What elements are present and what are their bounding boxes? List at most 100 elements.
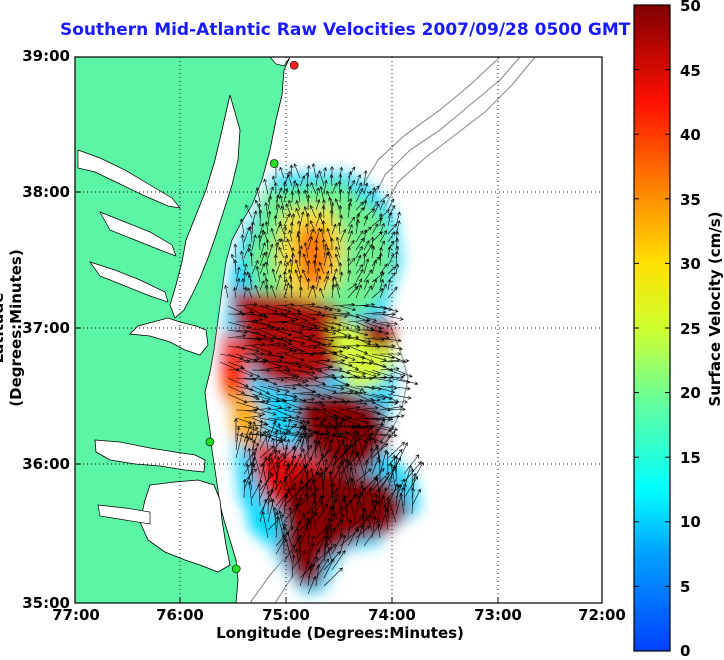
velocity-arrow xyxy=(411,487,415,515)
velocity-arrow xyxy=(311,478,317,499)
velocity-arrow xyxy=(339,305,357,312)
velocity-arrow xyxy=(363,243,373,259)
chesapeake-bay xyxy=(169,94,241,319)
velocity-arrow xyxy=(261,463,269,491)
velocity-arrow xyxy=(363,182,369,195)
velocity-arrow xyxy=(289,221,294,235)
velocity-arrow xyxy=(339,494,357,515)
velocity-arrow xyxy=(251,337,275,343)
velocity-arrow xyxy=(306,277,311,291)
velocity-arrow xyxy=(243,243,251,259)
velocity-arrow xyxy=(323,551,341,571)
velocity-arrow xyxy=(355,187,364,203)
velocity-arrow xyxy=(247,480,253,507)
velocity-arrow xyxy=(315,373,336,379)
velocity-arrow xyxy=(267,368,292,373)
velocity-arrow xyxy=(307,401,326,407)
velocity-arrow xyxy=(326,190,333,203)
velocity-arrow xyxy=(338,204,343,219)
velocity-arrow xyxy=(379,209,390,219)
velocity-arrow xyxy=(355,468,372,483)
velocity-arrow xyxy=(307,337,326,346)
velocity-arrow xyxy=(242,478,247,499)
velocity-arrow xyxy=(243,342,266,347)
velocity-arrow xyxy=(302,425,309,451)
velocity-arrow xyxy=(329,262,334,275)
velocity-arrow xyxy=(331,389,354,395)
velocity-arrow xyxy=(275,430,301,435)
velocity-arrow xyxy=(342,494,349,523)
velocity-arrow xyxy=(243,393,260,401)
rappahannock-river xyxy=(99,211,177,257)
velocity-arrow xyxy=(264,251,269,267)
velocity-arrow xyxy=(371,493,379,515)
velocity-arrow xyxy=(249,252,254,267)
velocity-arrow xyxy=(334,283,341,299)
velocity-arrow xyxy=(387,253,395,267)
velocity-arrow xyxy=(315,321,335,330)
velocity-arrow xyxy=(259,449,278,467)
velocity-arrow xyxy=(275,488,290,507)
velocity-arrow xyxy=(379,270,384,283)
velocity-arrow xyxy=(323,558,335,579)
velocity-arrow xyxy=(307,535,315,555)
velocity-arrow xyxy=(355,245,363,259)
velocity-arrow xyxy=(227,321,252,330)
velocity-arrow xyxy=(383,504,389,531)
velocity-arrow xyxy=(243,464,255,491)
y-tick-label: 35:00 xyxy=(22,594,70,612)
velocity-arrow xyxy=(299,488,319,507)
velocity-arrow xyxy=(379,230,387,243)
velocity-arrow xyxy=(259,456,268,483)
velocity-arrow xyxy=(235,310,255,315)
station-marker xyxy=(205,437,215,447)
velocity-arrow xyxy=(288,506,293,531)
velocity-arrow xyxy=(323,243,328,259)
velocity-arrow xyxy=(247,287,253,299)
velocity-arrow xyxy=(328,470,333,499)
velocity-arrow xyxy=(337,464,341,491)
velocity-arrow xyxy=(347,318,371,323)
velocity-arrow xyxy=(307,565,313,587)
velocity-arrow xyxy=(355,385,376,391)
velocity-arrow xyxy=(363,523,381,547)
velocity-arrow xyxy=(339,405,361,411)
velocity-arrow xyxy=(307,575,316,595)
velocity-arrow xyxy=(243,423,252,443)
velocity-arrow xyxy=(243,286,248,299)
velocity-arrow xyxy=(323,424,333,451)
velocity-arrow xyxy=(355,491,363,515)
x-tick-label: 77:00 xyxy=(52,606,100,624)
velocity-arrow xyxy=(306,164,311,179)
velocity-arrow xyxy=(282,180,287,195)
velocity-arrow xyxy=(227,393,248,404)
velocity-arrow xyxy=(283,254,288,267)
velocity-arrow xyxy=(379,246,383,259)
velocity-arrow xyxy=(257,234,262,251)
velocity-arrow xyxy=(331,505,341,531)
velocity-arrow xyxy=(299,420,310,443)
velocity-arrow xyxy=(339,480,349,499)
velocity-arrow xyxy=(243,435,250,459)
velocity-arrow xyxy=(342,417,349,443)
velocity-arrow xyxy=(333,275,341,291)
colorbar-tick-label: 40 xyxy=(680,126,701,144)
velocity-arrow xyxy=(394,455,399,483)
velocity-arrow xyxy=(241,277,246,291)
velocity-arrow xyxy=(318,170,325,187)
velocity-arrow xyxy=(291,333,316,339)
velocity-arrow xyxy=(306,194,311,211)
velocity-arrow xyxy=(307,500,324,523)
velocity-arrow xyxy=(328,505,333,531)
velocity-arrow xyxy=(299,313,317,321)
velocity-arrow xyxy=(335,246,341,259)
velocity-arrow xyxy=(315,313,338,320)
velocity-arrow xyxy=(346,257,351,275)
velocity-arrow xyxy=(280,238,285,251)
velocity-arrow xyxy=(286,173,293,187)
velocity-arrow xyxy=(379,405,404,411)
velocity-arrow xyxy=(299,526,309,547)
velocity-arrow xyxy=(291,213,296,227)
velocity-arrow xyxy=(387,393,412,400)
